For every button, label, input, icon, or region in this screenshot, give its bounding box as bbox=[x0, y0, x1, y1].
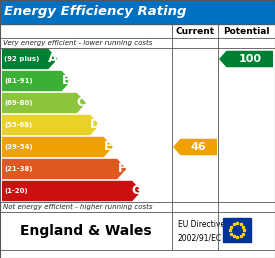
Text: Energy Efficiency Rating: Energy Efficiency Rating bbox=[4, 5, 186, 19]
Text: (39-54): (39-54) bbox=[4, 144, 33, 150]
Text: (92 plus): (92 plus) bbox=[4, 56, 39, 62]
Text: England & Wales: England & Wales bbox=[20, 224, 152, 238]
Text: (69-80): (69-80) bbox=[4, 100, 32, 106]
Text: Not energy efficient - higher running costs: Not energy efficient - higher running co… bbox=[3, 204, 153, 210]
Text: 46: 46 bbox=[191, 142, 207, 152]
Text: D: D bbox=[90, 118, 100, 132]
Polygon shape bbox=[219, 51, 273, 67]
Polygon shape bbox=[2, 115, 100, 135]
Text: C: C bbox=[77, 96, 86, 109]
Text: G: G bbox=[132, 184, 142, 198]
Polygon shape bbox=[2, 71, 71, 91]
Text: (1-20): (1-20) bbox=[4, 188, 28, 194]
Text: Very energy efficient - lower running costs: Very energy efficient - lower running co… bbox=[3, 40, 152, 46]
Text: 100: 100 bbox=[238, 54, 261, 64]
Polygon shape bbox=[2, 159, 126, 179]
Polygon shape bbox=[173, 139, 217, 155]
Polygon shape bbox=[2, 137, 113, 157]
Polygon shape bbox=[2, 93, 86, 113]
Text: EU Directive
2002/91/EC: EU Directive 2002/91/EC bbox=[178, 220, 225, 242]
Text: Potential: Potential bbox=[223, 27, 270, 36]
Text: (21-38): (21-38) bbox=[4, 166, 32, 172]
Text: (55-68): (55-68) bbox=[4, 122, 32, 128]
Text: F: F bbox=[117, 163, 126, 175]
Text: B: B bbox=[62, 75, 71, 87]
Text: A: A bbox=[48, 52, 58, 66]
Bar bbox=[223, 218, 251, 242]
Text: (81-91): (81-91) bbox=[4, 78, 33, 84]
Text: E: E bbox=[104, 141, 112, 154]
Text: Current: Current bbox=[175, 27, 215, 36]
Polygon shape bbox=[2, 181, 141, 201]
Bar bbox=[0, 0, 275, 24]
Polygon shape bbox=[2, 49, 57, 69]
